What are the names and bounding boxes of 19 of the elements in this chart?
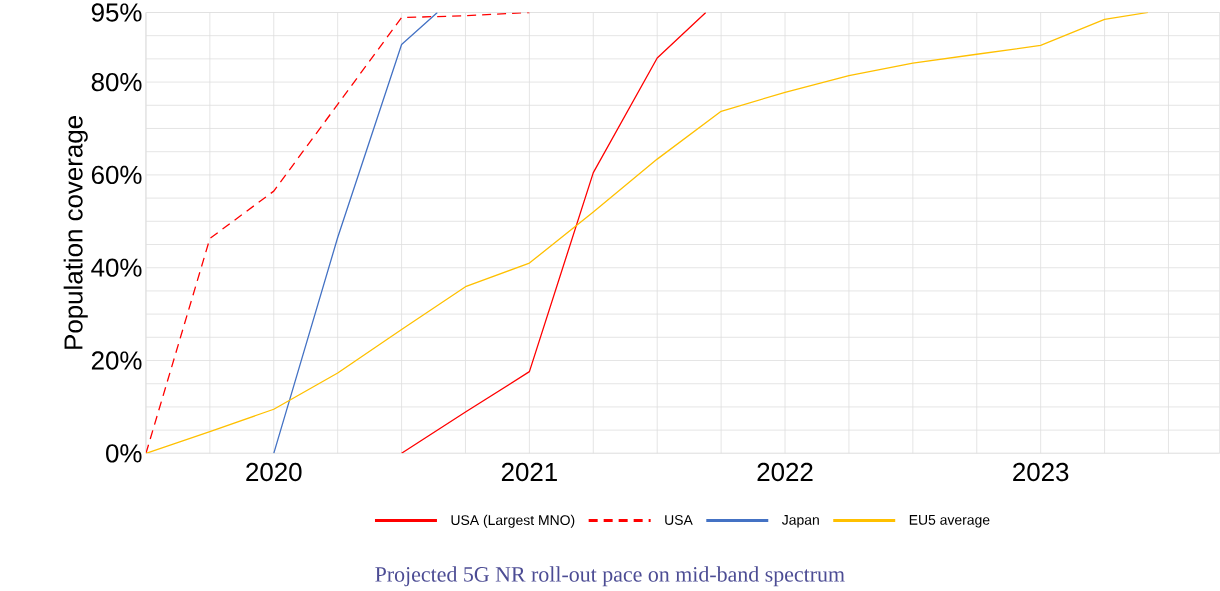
x-tick-label: 2021	[501, 462, 557, 482]
y-tick-label: 60%	[91, 165, 142, 184]
y-tick-label: 40%	[91, 258, 142, 277]
legend-label: USA	[665, 514, 693, 525]
y-tick-label: 80%	[91, 72, 142, 92]
text: Projected 5G NR roll-out pace on mid-band spectrum	[375, 566, 845, 587]
legend-label: USA (Largest MNO)	[451, 514, 575, 528]
line-series	[145, 12, 1149, 454]
x-tick-label: 2022	[757, 462, 813, 482]
x-tick-label: 2023	[1013, 462, 1069, 482]
legend-label: EU5 average	[909, 514, 990, 528]
line-series	[400, 12, 707, 454]
legend-label: Japan	[781, 514, 819, 528]
y-tick-label: 0%	[106, 444, 142, 463]
line-series	[273, 12, 439, 454]
y-tick-label: 95%	[91, 3, 142, 22]
y-tick-label: 20%	[91, 351, 142, 370]
x-tick-label: 2020	[246, 462, 302, 482]
y-axis-title: Population coverage	[63, 115, 88, 349]
